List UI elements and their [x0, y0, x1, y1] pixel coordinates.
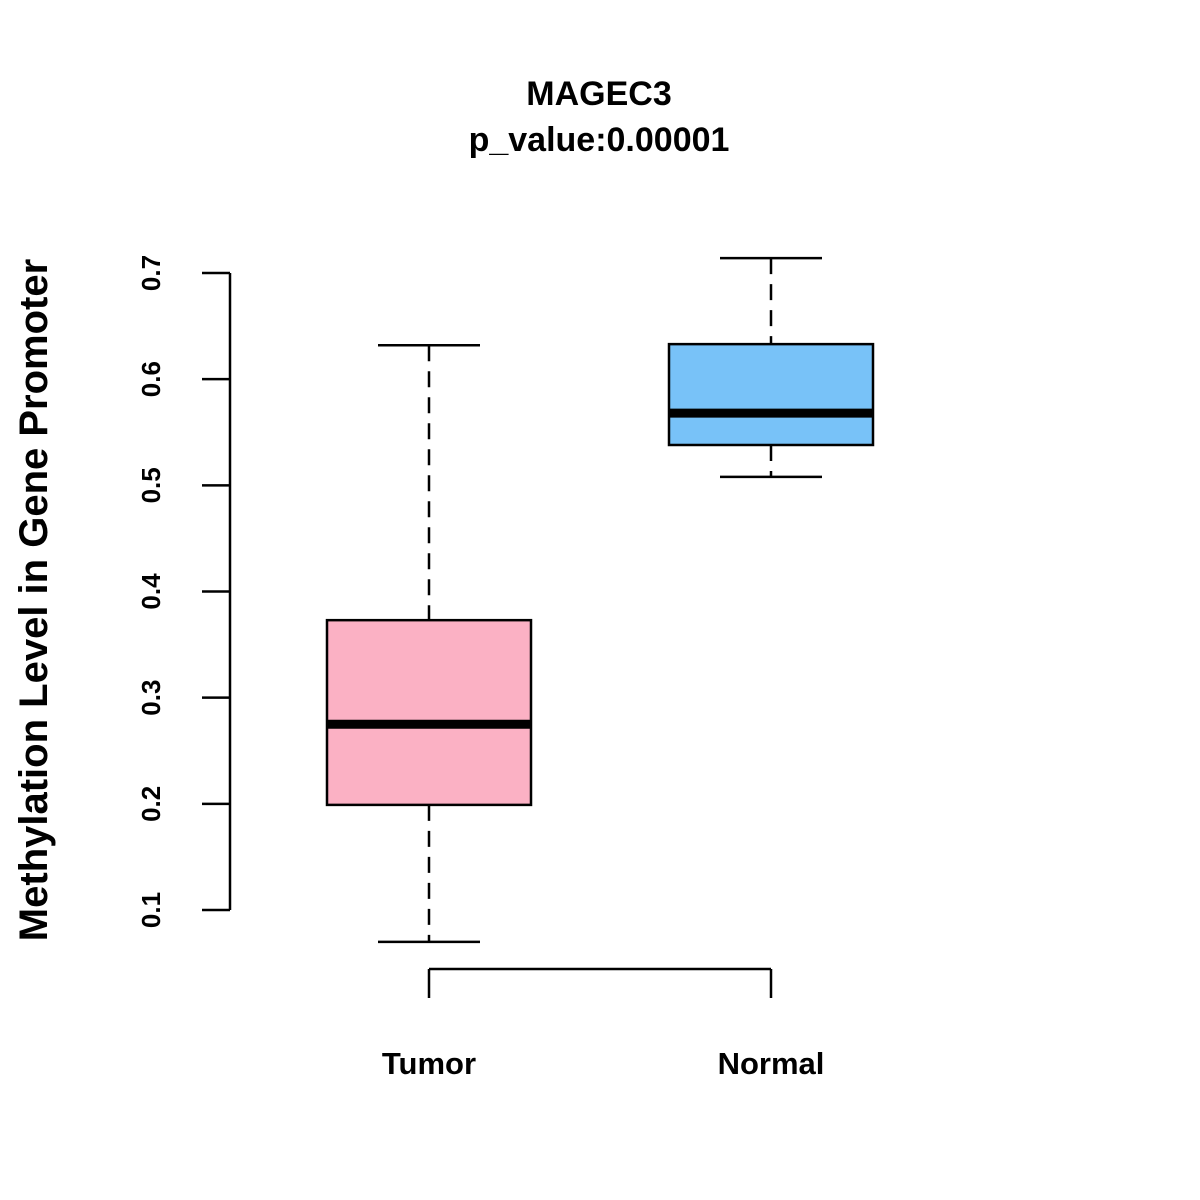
y-tick-label: 0.1: [136, 892, 166, 928]
y-tick-label: 0.3: [136, 680, 166, 716]
boxes: [325, 256, 875, 944]
chart-title: MAGEC3: [526, 75, 671, 113]
chart-subtitle: p_value:0.00001: [469, 121, 730, 159]
y-tick-label: 0.5: [136, 467, 166, 503]
y-axis-label: Methylation Level in Gene Promoter: [12, 259, 56, 941]
box-normal: [667, 256, 875, 479]
y-tick-label: 0.6: [136, 361, 166, 397]
y-axis: 0.1 0.2 0.3 0.4 0.5 0.6 0.7: [136, 255, 232, 928]
y-tick-label: 0.4: [136, 573, 166, 610]
y-tick-label: 0.7: [136, 255, 166, 291]
iqr-box: [325, 618, 533, 807]
x-tick-label: Tumor: [382, 1046, 476, 1081]
y-tick-label: 0.2: [136, 786, 166, 822]
x-tick-label: Normal: [718, 1046, 825, 1081]
iqr-box: [667, 342, 875, 447]
x-axis: Tumor Normal: [382, 967, 825, 1081]
box-tumor: [325, 343, 533, 944]
